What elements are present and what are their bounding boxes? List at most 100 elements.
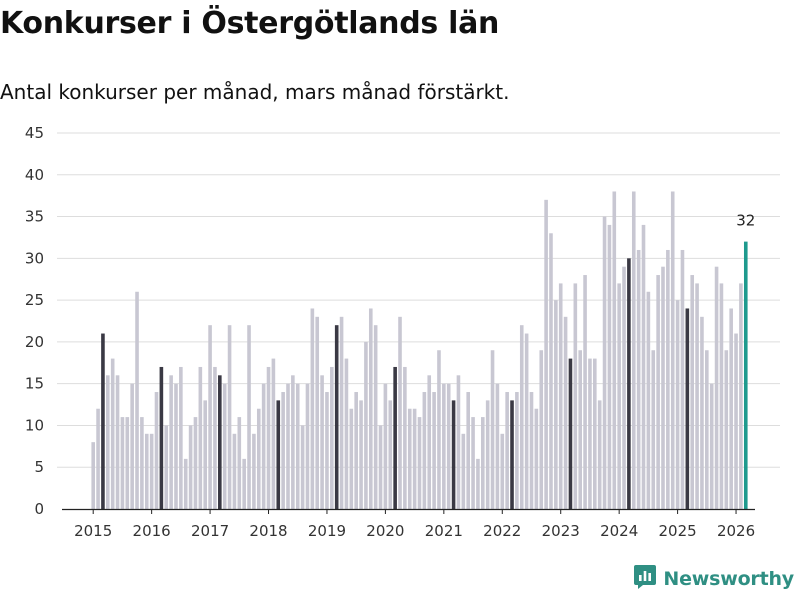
bar <box>631 191 636 510</box>
bar <box>729 308 733 509</box>
bar <box>237 417 242 509</box>
x-tick-label: 2025 <box>659 522 697 540</box>
bar <box>476 458 480 509</box>
bar <box>563 316 568 509</box>
bar <box>714 266 719 509</box>
x-tick-label: 2018 <box>249 522 287 540</box>
bar <box>159 366 164 509</box>
bar <box>437 350 441 509</box>
bar <box>422 392 427 509</box>
bar <box>412 408 417 509</box>
bar <box>125 417 130 509</box>
bar <box>388 400 393 509</box>
data-label: 32 <box>736 212 755 230</box>
bar <box>213 366 217 509</box>
bar <box>685 308 690 509</box>
bar <box>519 325 524 509</box>
bar <box>656 275 660 509</box>
bar <box>593 358 597 509</box>
bar <box>110 358 115 509</box>
bar <box>622 266 626 509</box>
bar <box>743 241 748 509</box>
bar <box>680 249 685 510</box>
bar <box>739 283 743 509</box>
x-tick-label: 2021 <box>425 522 463 540</box>
bar <box>573 283 578 509</box>
bar <box>724 350 729 509</box>
bar <box>130 383 134 509</box>
bar <box>456 375 461 509</box>
bar <box>490 350 495 509</box>
brand-name: Newsworthy <box>663 568 794 590</box>
bar <box>315 316 320 509</box>
bar <box>485 400 490 509</box>
bar <box>670 191 675 510</box>
bar <box>135 291 139 509</box>
bar <box>91 442 95 509</box>
bar <box>232 433 237 509</box>
bar <box>719 283 724 509</box>
bar <box>373 325 378 509</box>
bar <box>646 291 651 509</box>
brand-logo: Newsworthy <box>633 564 794 594</box>
bar <box>617 283 621 509</box>
x-tick-label: 2023 <box>542 522 580 540</box>
bar <box>188 425 193 509</box>
bar <box>442 383 446 509</box>
bar <box>417 417 422 509</box>
bar <box>607 224 612 509</box>
bar <box>256 408 261 509</box>
bar <box>539 350 544 509</box>
newsworthy-logo-icon <box>633 564 657 594</box>
bar <box>149 433 154 509</box>
bar <box>461 433 466 509</box>
y-tick-label: 25 <box>25 291 44 309</box>
bar <box>432 392 436 509</box>
bar <box>602 216 607 509</box>
bar <box>378 425 383 509</box>
bar <box>709 383 714 509</box>
bar <box>451 400 456 509</box>
chart-subtitle: Antal konkurser per månad, mars månad fö… <box>0 80 510 104</box>
bar <box>261 383 266 509</box>
bar <box>218 375 222 509</box>
bar <box>198 366 203 509</box>
bar <box>734 333 738 509</box>
bar <box>300 425 305 509</box>
bar <box>227 325 232 509</box>
bar <box>140 417 144 509</box>
bar <box>505 392 509 509</box>
bar <box>549 233 553 509</box>
bar <box>466 392 470 509</box>
bar <box>515 392 519 509</box>
bar <box>106 375 110 509</box>
x-tick-label: 2020 <box>366 522 404 540</box>
bar <box>193 417 198 509</box>
bar <box>281 392 285 509</box>
x-tick-label: 2022 <box>483 522 521 540</box>
bar <box>101 333 105 509</box>
bar <box>568 358 573 509</box>
bar <box>276 400 281 509</box>
bar <box>271 358 276 509</box>
y-tick-label: 10 <box>25 416 44 434</box>
y-tick-label: 5 <box>34 458 44 476</box>
bar <box>144 433 149 509</box>
bar <box>208 325 212 509</box>
bar <box>403 366 407 509</box>
bar <box>305 383 310 509</box>
bar <box>500 433 505 509</box>
bar <box>612 191 617 510</box>
y-tick-label: 45 <box>25 124 44 142</box>
x-tick-label: 2019 <box>308 522 346 540</box>
bar <box>115 375 120 509</box>
bar <box>705 350 709 509</box>
bar <box>359 400 363 509</box>
bar <box>675 300 680 509</box>
x-tick-label: 2016 <box>133 522 171 540</box>
bar <box>544 199 548 509</box>
bar <box>120 417 125 509</box>
x-tick-label: 2015 <box>74 522 112 540</box>
bar <box>534 408 539 509</box>
bar <box>393 366 397 509</box>
